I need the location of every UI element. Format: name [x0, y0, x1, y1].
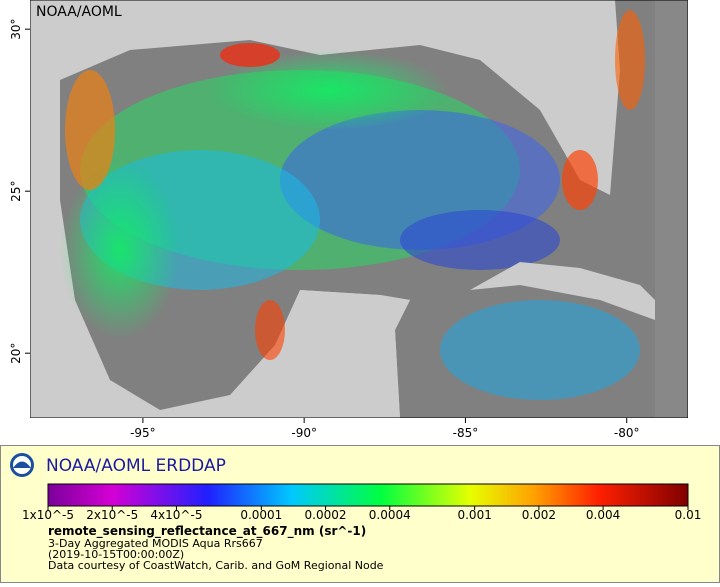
reflectance-field: [60, 10, 645, 400]
y-tick-label: 20°: [9, 343, 23, 364]
x-tick-label: -80°: [614, 426, 640, 440]
colorbar-tick-label: 0.001: [457, 508, 491, 522]
colorbar-tick-label: 0.01: [675, 508, 702, 522]
colorbar-tick-label: 4x10^-5: [150, 508, 202, 522]
colorbar-tick-label: 0.002: [522, 508, 556, 522]
colorbar-tick-label: 0.0004: [369, 508, 411, 522]
x-tick-label: -90°: [291, 426, 317, 440]
colorbar-tick-label: 1x10^-5: [22, 508, 74, 522]
variable-label: remote_sensing_reflectance_at_667_nm (sr…: [48, 524, 366, 539]
x-tick-label: -85°: [453, 426, 479, 440]
yucatan: [300, 290, 410, 418]
atlantic: [655, 0, 688, 418]
dataset-label: 3-Day Aggregated MODIS Aqua Rrs667: [48, 537, 263, 550]
x-tick-label: -95°: [130, 426, 156, 440]
time-label: (2019-10-15T00:00:00Z): [48, 548, 184, 561]
colorbar-tick-label: 0.0002: [305, 508, 347, 522]
colorbar-tick-label: 0.0001: [240, 508, 282, 522]
map-area: [30, 0, 688, 418]
legend-panel: [0, 445, 720, 583]
colorbar-tick-label: 2x10^-5: [86, 508, 138, 522]
cuba: [470, 262, 655, 320]
corner-label: NOAA/AOML: [36, 4, 122, 20]
legend-title: NOAA/AOML ERDDAP: [46, 456, 226, 476]
noaa-logo: [10, 453, 34, 477]
colorbar-tick-label: 0.004: [586, 508, 620, 522]
credit-label: Data courtesy of CoastWatch, Carib. and …: [48, 559, 384, 572]
colorbar: [47, 483, 689, 507]
y-tick-label: 25°: [9, 181, 23, 202]
y-tick-label: 30°: [9, 19, 23, 40]
